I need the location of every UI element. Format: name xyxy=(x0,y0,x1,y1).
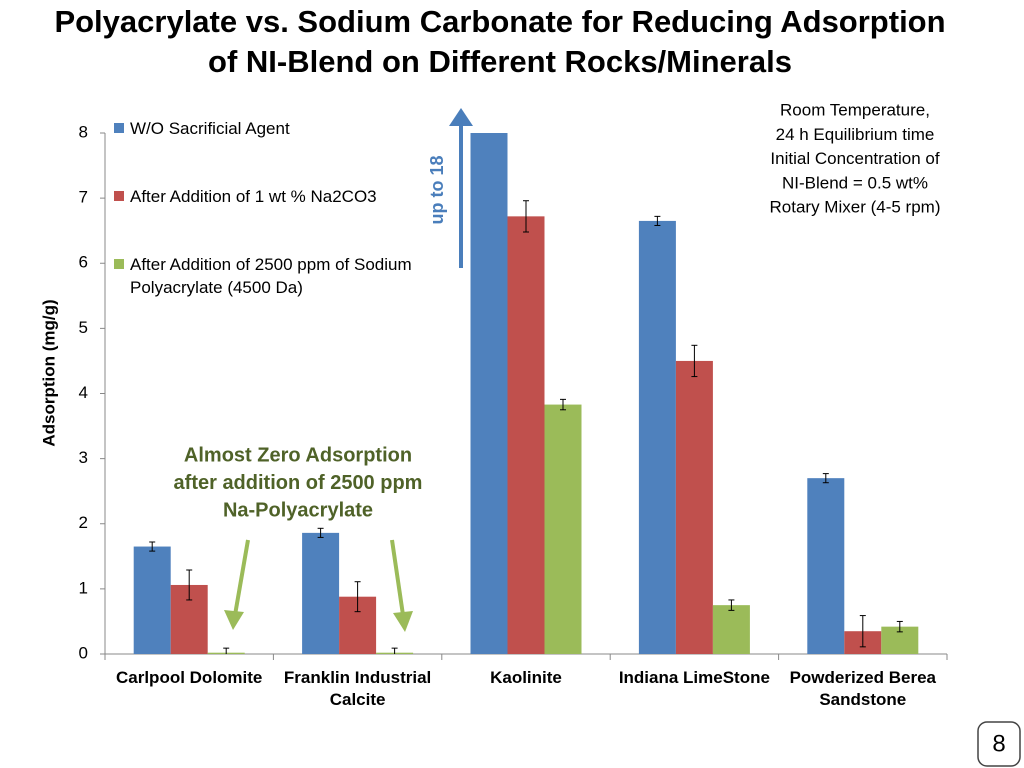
legend-swatch xyxy=(114,123,124,133)
conditions-note: NI-Blend = 0.5 wt% xyxy=(782,173,928,192)
y-tick-label: 8 xyxy=(79,122,88,141)
error-bar xyxy=(822,473,829,484)
error-bar xyxy=(859,615,866,648)
zero-note: Almost Zero Adsorption xyxy=(184,444,412,466)
error-bar xyxy=(354,581,361,613)
error-bar xyxy=(560,398,566,411)
zero-note: Na-Polyacrylate xyxy=(223,499,373,521)
y-tick-label: 4 xyxy=(79,383,88,402)
x-tick-label: Powderized Berea Sandstone xyxy=(789,668,937,709)
error-bar xyxy=(896,620,903,633)
bar xyxy=(638,220,676,654)
y-axis-label: Adsorption (mg/g) xyxy=(39,299,58,446)
bar xyxy=(133,546,171,654)
error-bar xyxy=(691,344,698,378)
pointer-arrow xyxy=(390,539,405,616)
conditions-note: Room Temperature, xyxy=(780,100,930,119)
bar xyxy=(470,133,508,654)
page-number: 8 xyxy=(992,730,1005,757)
conditions-note: Rotary Mixer (4-5 rpm) xyxy=(770,198,941,217)
error-bar xyxy=(654,215,661,226)
zero-note: after addition of 2500 ppm xyxy=(174,472,423,494)
x-tick-label: Indiana LimeStone xyxy=(618,668,770,687)
x-tick-label: Franklin Industrial Calcite xyxy=(283,668,432,709)
pointer-arrow xyxy=(233,539,250,616)
chart-title: Polyacrylate vs. Sodium Carbonate for Re… xyxy=(54,4,946,79)
error-bar xyxy=(391,647,398,654)
bar xyxy=(712,605,750,654)
bar xyxy=(302,532,340,654)
conditions-note: 24 h Equilibrium time xyxy=(776,125,935,144)
bar xyxy=(675,360,713,654)
x-tick-label: Kaolinite xyxy=(490,668,562,687)
error-bar xyxy=(523,200,529,233)
pointer-arrow-head xyxy=(224,610,244,630)
error-bar xyxy=(186,569,193,601)
y-tick-label: 0 xyxy=(79,643,88,662)
bar xyxy=(544,404,582,654)
legend-label: After Addition of 1 wt % Na2CO3 xyxy=(130,187,377,206)
y-tick-label: 1 xyxy=(79,578,88,597)
legend-swatch xyxy=(114,259,124,269)
clipped-arrow-head xyxy=(449,108,473,126)
legend-label: After Addition of 2500 ppm of Sodium Pol… xyxy=(130,255,412,297)
page-number-box xyxy=(977,721,1021,767)
error-bar xyxy=(317,527,324,538)
y-tick-label: 3 xyxy=(79,448,88,467)
x-tick-label: Carlpool Dolomite xyxy=(115,668,263,687)
y-tick-label: 5 xyxy=(79,318,88,337)
legend-label: W/O Sacrificial Agent xyxy=(130,119,290,138)
bar xyxy=(807,478,845,654)
legend-swatch xyxy=(114,191,124,201)
y-tick-label: 6 xyxy=(79,253,88,272)
error-bar xyxy=(728,599,735,611)
conditions-note: Initial Concentration of xyxy=(770,149,939,168)
error-bar xyxy=(149,541,156,552)
y-tick-label: 2 xyxy=(79,513,88,532)
clipped-note: up to 18 xyxy=(427,155,447,224)
y-tick-label: 7 xyxy=(79,188,88,207)
plot-area xyxy=(133,133,919,654)
bar xyxy=(507,216,545,654)
pointer-arrow-head xyxy=(393,611,413,632)
error-bar xyxy=(223,647,230,654)
